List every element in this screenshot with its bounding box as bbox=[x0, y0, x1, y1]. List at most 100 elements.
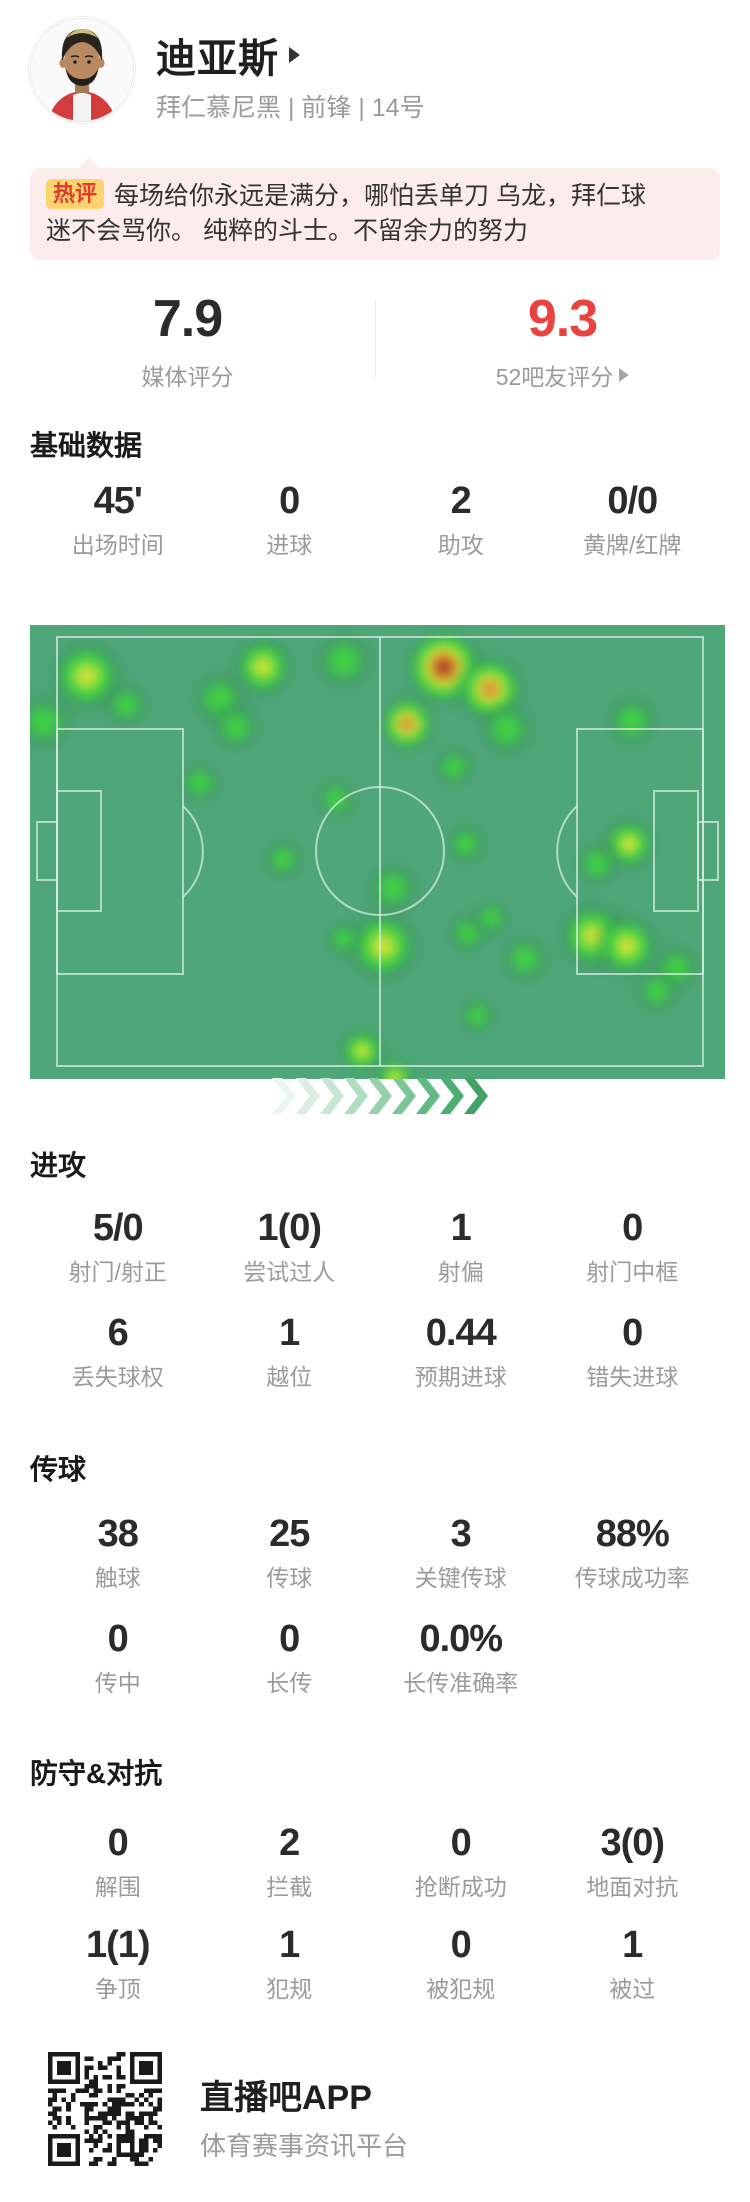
stat-value: 0 bbox=[107, 1618, 129, 1660]
stat-cell: 45' 出场时间 bbox=[32, 478, 204, 560]
stat-cell: 0 传中 bbox=[32, 1616, 204, 1698]
stat-cell: 1 射偏 bbox=[375, 1205, 547, 1287]
stat-label: 错失进球 bbox=[586, 1364, 679, 1390]
stat-value: 1 bbox=[622, 1924, 643, 1966]
stat-cell: 0 长传 bbox=[204, 1616, 376, 1698]
stat-value: 0 bbox=[107, 1822, 129, 1864]
heat-blob bbox=[324, 919, 364, 959]
heat-blob bbox=[312, 629, 376, 693]
heat-blob bbox=[375, 692, 439, 756]
ratings-row: 7.9 媒体评分 9.3 52吧友评分 bbox=[0, 292, 750, 392]
stat-cell: 2 助攻 bbox=[375, 478, 547, 560]
player-name-row[interactable]: 迪亚斯 bbox=[156, 26, 300, 84]
stat-cell: 0 被犯规 bbox=[375, 1922, 547, 2004]
basic-stats-row: 45' 出场时间 0 进球 2 助攻 0/0 黄牌/红牌 bbox=[32, 478, 718, 560]
stat-cell: 25 传球 bbox=[204, 1511, 376, 1593]
app-name: 直播吧APP bbox=[200, 2079, 372, 2117]
chevron-divider bbox=[272, 1078, 488, 1114]
heat-blob bbox=[444, 822, 488, 866]
fans-rating-text: 52吧友评分 bbox=[495, 364, 614, 390]
heat-blob bbox=[458, 996, 498, 1036]
heat-blob bbox=[30, 692, 74, 752]
fans-rating-label[interactable]: 52吧友评分 bbox=[496, 358, 630, 392]
stat-cell: 0 进球 bbox=[204, 478, 376, 560]
stat-value: 1 bbox=[279, 1924, 300, 1966]
stat-cell: 2 拦截 bbox=[204, 1820, 376, 1902]
fans-rating[interactable]: 9.3 52吧友评分 bbox=[375, 292, 750, 392]
stat-value: 0 bbox=[279, 480, 300, 522]
stat-cell: 38 触球 bbox=[32, 1511, 204, 1593]
qr-code bbox=[48, 2052, 162, 2166]
chevron-icon bbox=[368, 1078, 392, 1114]
stat-label: 传球成功率 bbox=[574, 1565, 690, 1591]
player-meta: 拜仁慕尼黑 | 前锋 | 14号 bbox=[156, 94, 425, 122]
stat-value: 1(1) bbox=[85, 1924, 151, 1966]
heat-blob bbox=[573, 840, 621, 888]
stat-value: 88% bbox=[595, 1513, 670, 1555]
stat-label: 抢断成功 bbox=[414, 1874, 507, 1900]
stat-label: 争顶 bbox=[94, 1976, 141, 2002]
chevron-icon bbox=[344, 1078, 368, 1114]
stat-value: 0/0 bbox=[607, 480, 658, 522]
player-avatar bbox=[28, 16, 136, 124]
chevron-icon bbox=[464, 1078, 488, 1114]
stat-cell: 1(0) 尝试过人 bbox=[204, 1205, 376, 1287]
heat-blob bbox=[471, 898, 511, 938]
stat-value: 0.0% bbox=[419, 1618, 503, 1660]
stat-label: 黄牌/红牌 bbox=[583, 532, 682, 558]
stat-cell: 3(0) 地面对抗 bbox=[547, 1820, 719, 1902]
defense-stats-row2: 1(1) 争顶 1 犯规 0 被犯规 1 被过 bbox=[32, 1922, 718, 2004]
stat-label: 拦截 bbox=[266, 1874, 313, 1900]
stat-value: 6 bbox=[107, 1312, 129, 1354]
media-rating-label: 媒体评分 bbox=[141, 364, 234, 390]
stat-cell: 0 解围 bbox=[32, 1820, 204, 1902]
stat-value: 1 bbox=[279, 1312, 300, 1354]
app-desc: 体育赛事资讯平台 bbox=[200, 2131, 409, 2161]
stat-label: 地面对抗 bbox=[586, 1874, 679, 1900]
stat-label: 长传准确率 bbox=[403, 1670, 519, 1696]
stat-label: 预期进球 bbox=[414, 1364, 507, 1390]
heat-blob bbox=[261, 837, 305, 881]
stat-label: 出场时间 bbox=[71, 532, 164, 558]
stat-cell: 1 越位 bbox=[204, 1310, 376, 1392]
chevron-icon bbox=[296, 1078, 320, 1114]
stat-cell: 0 抢断成功 bbox=[375, 1820, 547, 1902]
stat-value: 1(0) bbox=[257, 1207, 322, 1249]
stat-cell: 3 关键传球 bbox=[375, 1511, 547, 1593]
stat-label: 传球 bbox=[266, 1565, 313, 1591]
fans-rating-value: 9.3 bbox=[527, 290, 598, 348]
stat-cell: 0.0% 长传准确率 bbox=[375, 1616, 547, 1698]
stat-cell: 0 射门中框 bbox=[547, 1205, 719, 1287]
passing-stats-row1: 38 触球 25 传球 3 关键传球 88% 传球成功率 bbox=[32, 1511, 718, 1593]
chevron-icon bbox=[320, 1078, 344, 1114]
attack-stats-row2: 6 丢失球权 1 越位 0.44 预期进球 0 错失进球 bbox=[32, 1310, 718, 1392]
stat-label: 丢失球权 bbox=[71, 1364, 164, 1390]
stat-value: 2 bbox=[279, 1822, 300, 1864]
stat-value: 3(0) bbox=[600, 1822, 665, 1864]
name-expand-arrow-icon bbox=[289, 47, 300, 63]
stat-cell: 6 丢失球权 bbox=[32, 1310, 204, 1392]
stat-value: 0.44 bbox=[425, 1312, 497, 1354]
hot-comment-text1: 每场给你永远是满分，哪怕丢单刀 乌龙，拜仁球 bbox=[114, 182, 646, 210]
stat-cell: 1 被过 bbox=[547, 1922, 719, 2004]
stat-value: 1 bbox=[450, 1207, 472, 1249]
stat-cell: 0 错失进球 bbox=[547, 1310, 719, 1392]
stat-label: 被犯规 bbox=[426, 1976, 496, 2002]
fans-rating-arrow-icon bbox=[619, 368, 630, 382]
stat-value: 0 bbox=[622, 1207, 643, 1249]
passing-stats-row2: 0 传中 0 长传 0.0% 长传准确率 bbox=[32, 1616, 718, 1698]
hot-comment-line1: 热评 每场给你永远是满分，哪怕丢单刀 乌龙，拜仁球 bbox=[46, 179, 704, 214]
chevron-icon bbox=[416, 1078, 440, 1114]
hot-comment-text2: 迷不会骂你。 纯粹的斗士。不留余力的努力 bbox=[46, 217, 528, 245]
stat-label: 尝试过人 bbox=[243, 1259, 336, 1285]
stat-label: 被过 bbox=[609, 1976, 656, 2002]
heat-blob bbox=[604, 693, 660, 749]
stat-value: 0 bbox=[450, 1924, 472, 1966]
section-title-passing: 传球 bbox=[30, 1454, 87, 1485]
stat-value: 5/0 bbox=[92, 1207, 144, 1249]
stat-value: 0 bbox=[450, 1822, 472, 1864]
media-rating-value: 7.9 bbox=[152, 290, 223, 348]
heat-blob bbox=[477, 699, 537, 759]
attack-stats-row1: 5/0 射门/射正 1(0) 尝试过人 1 射偏 0 射门中框 bbox=[32, 1205, 718, 1287]
stat-label: 犯规 bbox=[266, 1976, 313, 2002]
